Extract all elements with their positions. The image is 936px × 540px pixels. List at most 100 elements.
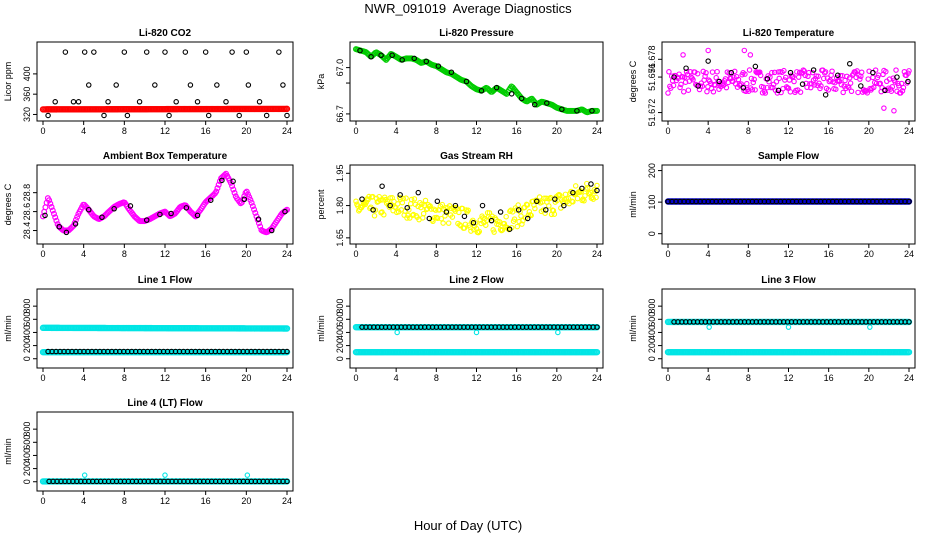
data-point [251, 206, 258, 213]
data-point [443, 209, 450, 215]
series-2 [81, 472, 251, 478]
data-point [694, 70, 701, 77]
data-point [802, 72, 808, 79]
data-point [764, 76, 771, 82]
data-point [716, 78, 722, 85]
plot-frame [661, 288, 916, 369]
data-point [377, 197, 383, 204]
x-tick-label: 0 [40, 373, 45, 383]
panel-7: Line 2 Flow ml/min 0 4 8 12 16 20 24 0 20040060080… [316, 275, 604, 383]
data-point [822, 92, 829, 98]
data-point [486, 210, 493, 216]
data-point [572, 183, 579, 189]
data-point [105, 99, 111, 105]
data-point [52, 99, 58, 105]
y-axis-label: ml/min [316, 315, 326, 342]
data-point [72, 221, 79, 227]
x-tick-label: 24 [282, 496, 292, 506]
data-point [747, 52, 754, 58]
y-tick-label: 1.65 [335, 229, 345, 247]
data-point [882, 87, 888, 94]
data-point [906, 198, 912, 205]
x-tick-label: 8 [122, 496, 127, 506]
data-point [594, 182, 600, 189]
y-tick-label: 0 [647, 231, 657, 236]
data-point [268, 227, 275, 234]
data-point [570, 199, 576, 205]
data-point [542, 210, 548, 216]
x-tick-label: 16 [201, 249, 211, 259]
data-point [248, 199, 255, 206]
data-point [677, 84, 683, 91]
data-point [143, 49, 150, 55]
data-point [215, 181, 222, 188]
x-tick-label: 0 [40, 126, 45, 136]
data-point [419, 201, 425, 208]
data-point [809, 69, 816, 76]
data-point [775, 87, 782, 94]
x-tick-label: 4 [706, 126, 711, 136]
data-point [465, 207, 471, 214]
x-tick-label: 16 [512, 249, 522, 259]
data-point [870, 69, 876, 76]
data-point [531, 101, 538, 108]
data-point [111, 206, 117, 212]
data-point [818, 83, 824, 89]
y-axis-label: kPa [316, 74, 326, 90]
x-tick-label: 0 [665, 249, 670, 259]
y-tick-label: 200 [647, 338, 657, 353]
data-point [247, 196, 254, 203]
y-tick-label: 600 [22, 312, 32, 327]
series-1 [680, 47, 897, 114]
x-tick-label: 4 [706, 373, 711, 383]
series-1 [665, 198, 912, 205]
panel-title: Line 1 Flow [138, 275, 193, 286]
data-point [533, 198, 540, 205]
data-point [411, 196, 418, 202]
x-tick-label: 16 [201, 373, 211, 383]
data-point [404, 204, 410, 211]
y-axis-label: ml/min [628, 191, 638, 218]
data-point [452, 202, 459, 209]
data-point [848, 88, 855, 95]
data-point [728, 69, 735, 76]
data-point [550, 207, 557, 214]
data-point [208, 197, 214, 203]
x-tick-label: 4 [706, 249, 711, 259]
data-point [800, 67, 807, 73]
data-point [53, 217, 60, 224]
data-point [873, 80, 880, 87]
x-tick-label: 12 [471, 373, 481, 383]
data-point [370, 207, 376, 213]
y-tick-label: 200 [22, 338, 32, 353]
data-point [847, 80, 854, 86]
data-point [704, 88, 710, 95]
panel-title: Line 3 Flow [761, 275, 816, 286]
data-point [579, 185, 585, 192]
data-point [892, 79, 898, 85]
data-point [124, 112, 131, 119]
data-point [435, 63, 442, 69]
data-point [545, 195, 551, 202]
data-point [463, 78, 470, 85]
data-point [769, 84, 776, 91]
data-point [493, 84, 500, 91]
data-point [387, 202, 393, 209]
x-tick-label: 8 [122, 373, 127, 383]
data-point [75, 99, 82, 105]
data-point [357, 47, 363, 54]
x-tick-label: 8 [746, 373, 751, 383]
data-point [499, 227, 506, 233]
data-point [488, 217, 495, 224]
data-point [821, 70, 828, 76]
panel-1: Li-820 Pressure kPa 0 4 8 12 16 20 24 66.7 67.0 [316, 28, 604, 136]
data-point [731, 74, 737, 80]
data-point [415, 189, 422, 196]
data-point [245, 82, 252, 88]
y-tick-label: 0 [335, 356, 345, 361]
y-tick-label: 200 [335, 338, 345, 353]
data-point [379, 183, 385, 189]
data-point [552, 196, 558, 202]
y-axis-label: degrees C [3, 183, 13, 225]
y-tick-label: 1.95 [335, 165, 345, 183]
